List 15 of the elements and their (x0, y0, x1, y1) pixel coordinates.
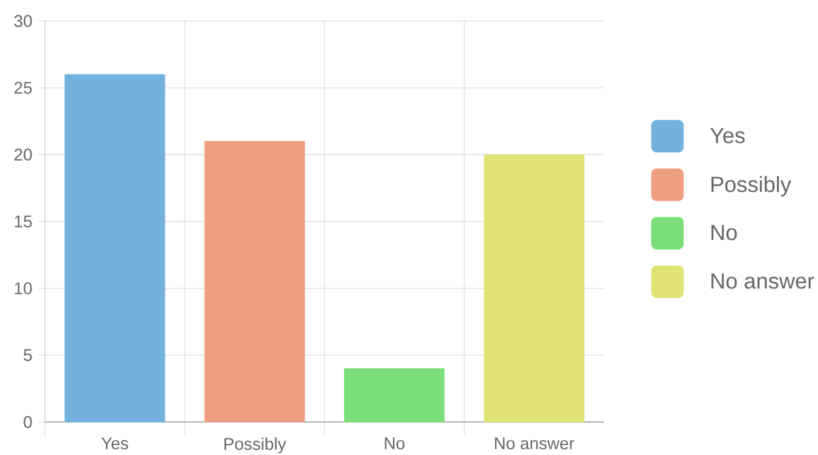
y-tick-label: 0 (24, 416, 32, 428)
y-tick-label: 30 (14, 15, 32, 27)
x-tick-label: Yes (101, 438, 128, 450)
x-tick-label: No answer (495, 438, 574, 450)
legend-label: No answer (712, 273, 814, 289)
y-tick-label: 25 (14, 82, 32, 94)
y-tick-label: 15 (14, 216, 32, 228)
legend-label: Yes (710, 128, 745, 144)
legend-label: No (712, 224, 737, 240)
y-tick-label: 20 (14, 148, 32, 161)
legend-label: Possibly (712, 176, 792, 196)
x-tick-label: Possibly (224, 438, 286, 454)
x-tick-label: No (384, 438, 404, 450)
y-tick-label: 10 (14, 282, 32, 294)
y-tick-label: 5 (24, 349, 32, 362)
